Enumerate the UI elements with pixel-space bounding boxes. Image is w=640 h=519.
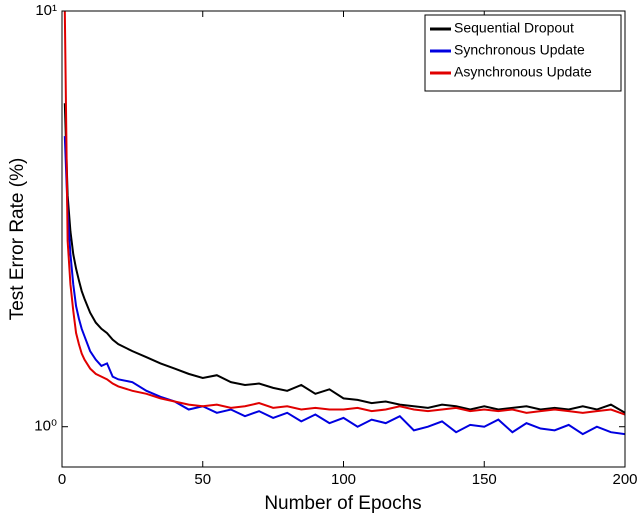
data-line: [63, 11, 625, 416]
legend-label: Synchronous Update: [454, 42, 585, 58]
legend-label: Sequential Dropout: [454, 20, 574, 36]
plot-lines: [63, 11, 625, 436]
y-axis-label: Test Error Rate (%): [7, 158, 28, 321]
x-tick-label: 150: [472, 471, 497, 488]
legend-box: [424, 14, 622, 92]
x-axis-label: Number of Epochs: [264, 493, 421, 514]
data-line: [63, 103, 625, 414]
y-tick-label: 10¹: [35, 2, 57, 19]
x-tick-label: 200: [612, 471, 637, 488]
data-line: [63, 136, 625, 436]
x-tick-label: 100: [331, 471, 356, 488]
x-tick-label: 0: [58, 471, 66, 488]
legend-label: Asynchronous Update: [454, 64, 592, 80]
x-tick-label: 50: [194, 471, 211, 488]
y-tick-label: 10⁰: [34, 418, 57, 435]
